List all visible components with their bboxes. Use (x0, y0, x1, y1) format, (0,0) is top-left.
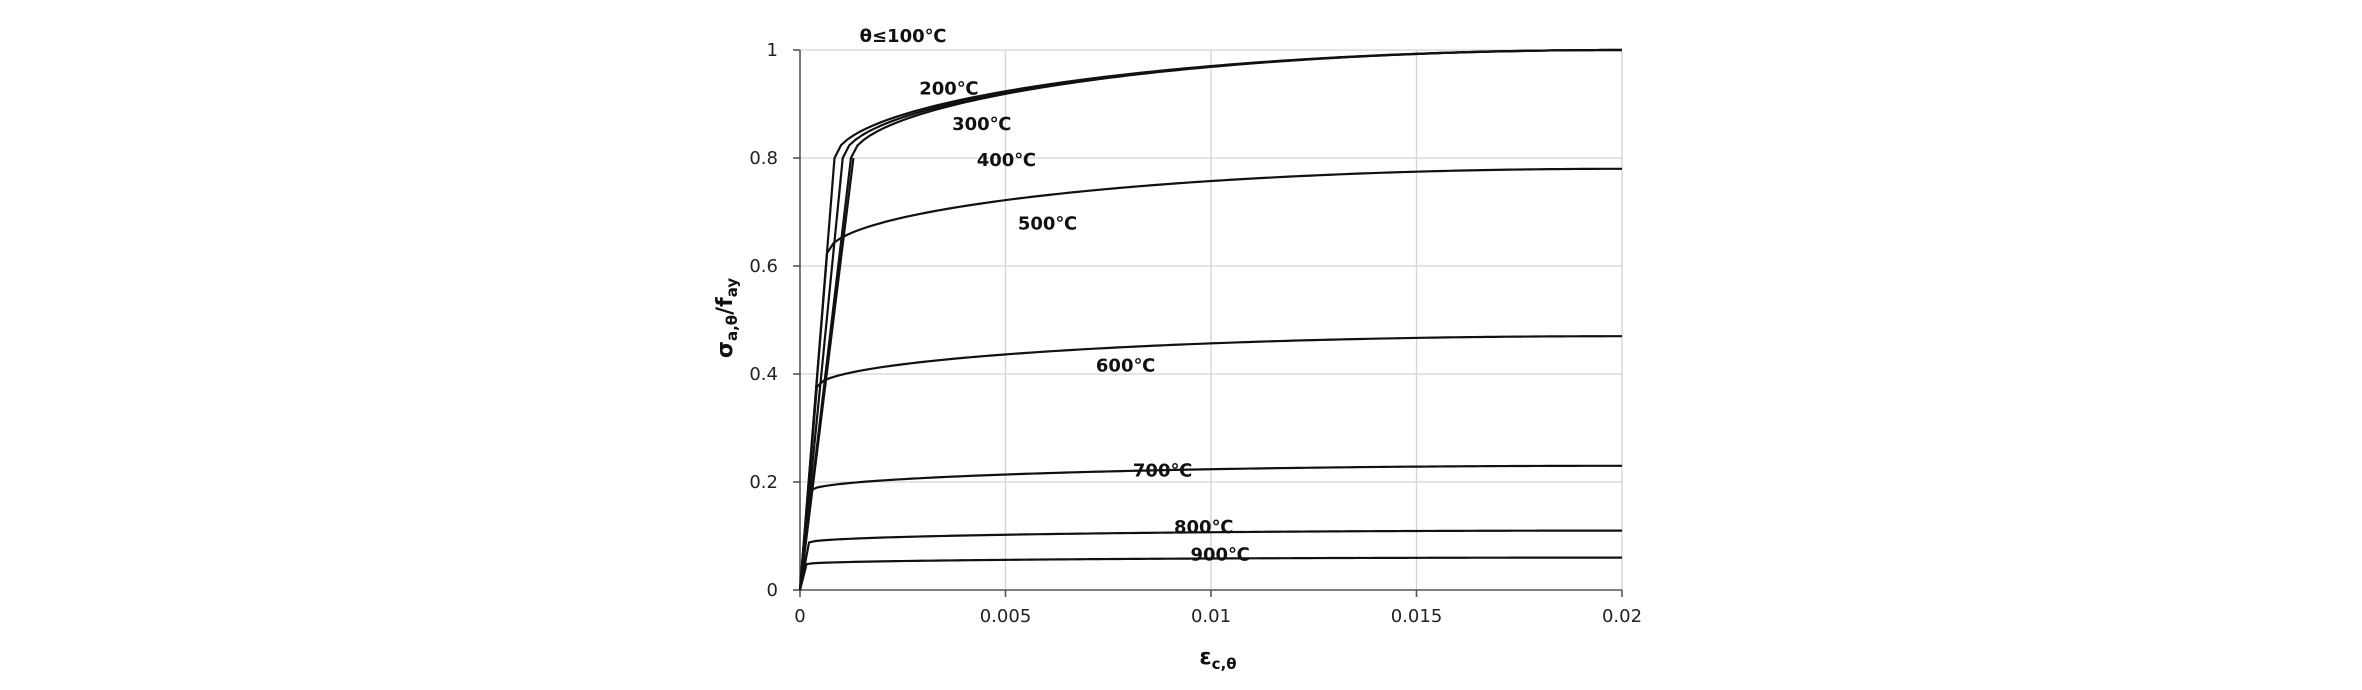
y-tick-label: 0.2 (749, 472, 778, 493)
gridlines (800, 49, 1623, 590)
series-line (798, 529, 1622, 591)
x-tick-label: 0 (794, 606, 805, 627)
x-tick-label: 0.01 (1191, 606, 1231, 627)
y-tick-label: 0 (767, 580, 778, 601)
series-label: 200℃ (919, 78, 978, 99)
series-labels: θ≤100℃ 200℃ 300℃ 400℃ 500℃ 600℃ 700℃ 800℃ 900℃ (860, 26, 1250, 565)
series-line (798, 167, 1622, 591)
axes (793, 49, 1623, 597)
series-label: 500℃ (1018, 213, 1077, 234)
series-line (798, 556, 1622, 591)
x-axis-title: εc,θ (1199, 645, 1236, 673)
y-tick-labels: 0 0.2 0.4 0.6 0.8 1 (749, 40, 778, 601)
y-tick-label: 1 (767, 40, 778, 61)
series-line (798, 335, 1622, 591)
series-label: 900℃ (1190, 544, 1249, 565)
series-label: θ≤100℃ (860, 26, 947, 47)
x-tick-label: 0.02 (1602, 606, 1642, 627)
series-label: 700℃ (1133, 461, 1192, 482)
series-line (798, 48, 1622, 591)
series-label: 300℃ (952, 114, 1011, 135)
series-label: 600℃ (1096, 355, 1155, 376)
x-tick-labels: 0 0.005 0.01 0.015 0.02 (794, 606, 1642, 627)
y-tick-label: 0.6 (749, 256, 778, 277)
y-tick-label: 0.8 (749, 148, 778, 169)
y-axis-title: σa,θ/fay (713, 278, 741, 359)
series-line (798, 464, 1622, 591)
series-label: 400℃ (977, 150, 1036, 171)
series-curves (798, 48, 1622, 591)
y-tick-label: 0.4 (749, 364, 778, 385)
x-tick-label: 0.005 (980, 606, 1032, 627)
x-tick-label: 0.015 (1391, 606, 1443, 627)
series-label: 800℃ (1174, 517, 1233, 538)
